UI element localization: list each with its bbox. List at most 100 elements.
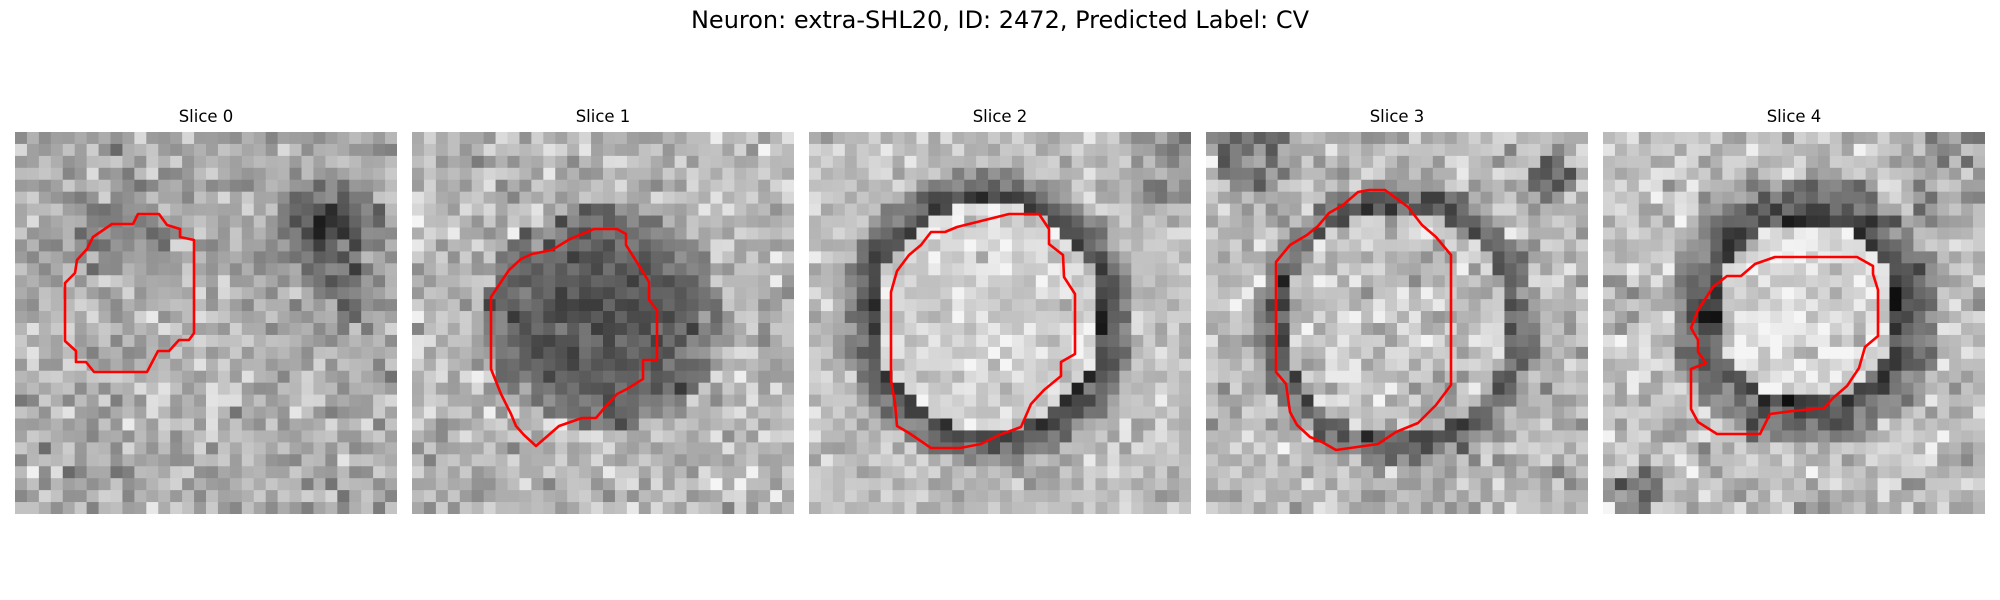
pixel bbox=[626, 311, 640, 324]
pixel bbox=[904, 323, 917, 336]
pixel bbox=[1241, 132, 1255, 145]
pixel bbox=[38, 263, 52, 276]
pixel bbox=[217, 155, 231, 169]
pixel bbox=[579, 191, 592, 205]
pixel bbox=[158, 430, 171, 443]
pixel bbox=[1000, 418, 1013, 431]
pixel bbox=[1071, 227, 1084, 240]
pixel bbox=[1662, 346, 1676, 360]
pixel bbox=[1805, 430, 1819, 443]
roi-contour bbox=[63, 212, 196, 374]
pixel bbox=[603, 442, 616, 455]
pixel bbox=[337, 287, 350, 300]
pixel bbox=[698, 406, 711, 419]
pixel bbox=[1095, 311, 1108, 324]
pixel bbox=[1913, 323, 1926, 336]
pixel bbox=[1119, 430, 1132, 443]
pixel bbox=[940, 299, 953, 312]
pixel bbox=[1540, 132, 1553, 145]
pixel bbox=[722, 251, 735, 264]
pixel bbox=[349, 215, 362, 228]
pixel bbox=[1540, 466, 1553, 479]
pixel bbox=[1361, 287, 1374, 300]
pixel bbox=[1432, 502, 1446, 514]
pixel bbox=[809, 370, 822, 384]
pixel bbox=[964, 394, 977, 407]
pixel bbox=[337, 334, 350, 348]
pixel bbox=[50, 287, 64, 300]
pixel bbox=[638, 311, 652, 324]
pixel bbox=[1698, 191, 1711, 205]
pixel bbox=[1397, 346, 1410, 360]
pixel bbox=[1576, 382, 1588, 396]
pixel bbox=[1504, 418, 1517, 431]
pixel bbox=[337, 311, 350, 324]
pixel bbox=[1552, 490, 1565, 503]
pixel bbox=[844, 358, 858, 372]
pixel bbox=[832, 239, 846, 252]
pixel bbox=[1167, 311, 1180, 324]
pixel bbox=[134, 454, 147, 467]
pixel bbox=[1961, 370, 1974, 384]
pixel bbox=[543, 143, 556, 157]
pixel bbox=[1361, 191, 1374, 205]
pixel bbox=[1408, 155, 1422, 169]
pixel bbox=[868, 370, 882, 384]
pixel bbox=[1973, 346, 1985, 360]
pixel bbox=[1710, 251, 1723, 264]
pixel bbox=[1889, 179, 1902, 193]
pixel bbox=[1901, 382, 1914, 396]
pixel bbox=[1603, 454, 1616, 467]
pixel bbox=[1925, 311, 1938, 324]
pixel bbox=[38, 454, 52, 467]
pixel bbox=[1408, 143, 1422, 157]
pixel bbox=[1794, 227, 1807, 240]
pixel bbox=[1131, 406, 1144, 419]
pixel bbox=[1576, 442, 1588, 455]
pixel bbox=[1638, 334, 1652, 348]
pixel bbox=[495, 132, 508, 145]
pixel bbox=[1650, 394, 1664, 407]
pixel bbox=[26, 430, 40, 443]
pixel bbox=[1614, 346, 1628, 360]
pixel bbox=[650, 454, 664, 467]
pixel bbox=[110, 358, 123, 372]
pixel bbox=[349, 311, 362, 324]
pixel bbox=[591, 466, 604, 479]
pixel bbox=[1035, 358, 1049, 372]
pixel bbox=[206, 179, 219, 193]
pixel bbox=[1686, 263, 1699, 276]
pixel bbox=[1179, 430, 1191, 443]
pixel bbox=[1131, 418, 1144, 431]
pixel bbox=[1289, 287, 1302, 300]
pixel bbox=[1023, 191, 1037, 205]
pixel bbox=[471, 239, 485, 252]
pixel bbox=[1576, 215, 1588, 228]
pixel bbox=[832, 478, 846, 491]
pixel bbox=[182, 155, 195, 169]
pixel bbox=[361, 155, 374, 169]
pixel bbox=[313, 334, 326, 348]
pixel bbox=[1782, 132, 1795, 145]
pixel bbox=[1253, 442, 1267, 455]
pixel bbox=[1925, 287, 1938, 300]
pixel bbox=[770, 167, 783, 181]
pixel bbox=[1603, 263, 1616, 276]
pixel bbox=[1961, 239, 1974, 252]
pixel bbox=[1289, 478, 1302, 491]
pixel bbox=[459, 406, 473, 419]
pixel bbox=[206, 346, 219, 360]
pixel bbox=[1901, 358, 1914, 372]
pixel bbox=[1817, 203, 1831, 216]
pixel bbox=[880, 382, 893, 396]
pixel bbox=[265, 311, 279, 324]
pixel bbox=[964, 454, 977, 467]
pixel bbox=[1000, 179, 1013, 193]
pixel bbox=[650, 179, 664, 193]
pixel bbox=[1349, 191, 1362, 205]
pixel bbox=[1698, 227, 1711, 240]
pixel bbox=[734, 239, 747, 252]
pixel bbox=[206, 167, 219, 181]
pixel bbox=[15, 167, 28, 181]
pixel bbox=[38, 370, 52, 384]
